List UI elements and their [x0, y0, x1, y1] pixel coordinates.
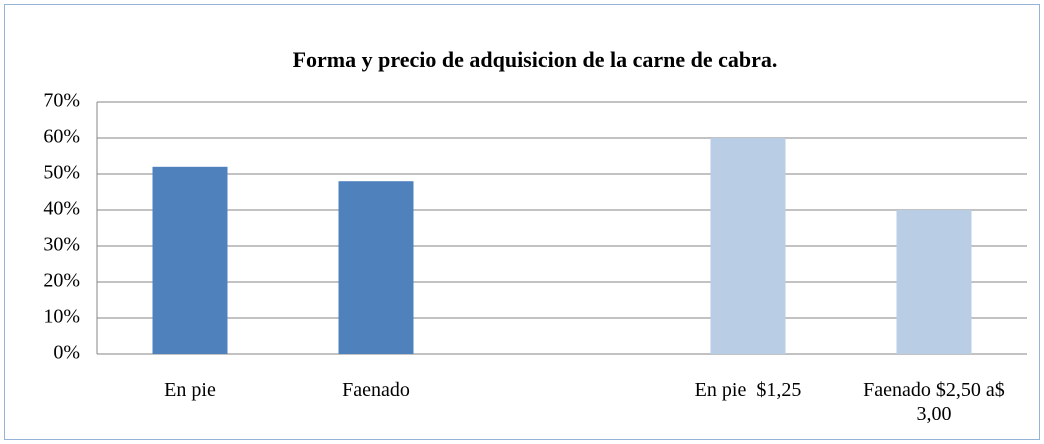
bar [896, 210, 972, 354]
x-tick-label: En pie $1,25 [694, 379, 802, 401]
y-tick-label: 30% [43, 234, 80, 256]
y-tick-label: 40% [43, 198, 80, 220]
x-tick-label: Faenado [342, 379, 410, 401]
bar [338, 181, 414, 354]
x-tick-label: En pie [164, 379, 216, 401]
y-tick-label: 10% [43, 306, 80, 328]
chart-border [4, 4, 1040, 440]
y-tick-label: 0% [53, 342, 80, 364]
y-tick-label: 70% [43, 90, 80, 112]
bar [152, 166, 228, 354]
y-tick-label: 20% [43, 270, 80, 292]
y-tick-label: 50% [43, 162, 80, 184]
x-tick-label: Faenado $2,50 a$ 3,00 [863, 379, 1010, 425]
chart-title: Forma y precio de adquisicion de la carn… [293, 47, 778, 72]
bar [710, 138, 786, 354]
y-tick-label: 60% [43, 126, 80, 148]
